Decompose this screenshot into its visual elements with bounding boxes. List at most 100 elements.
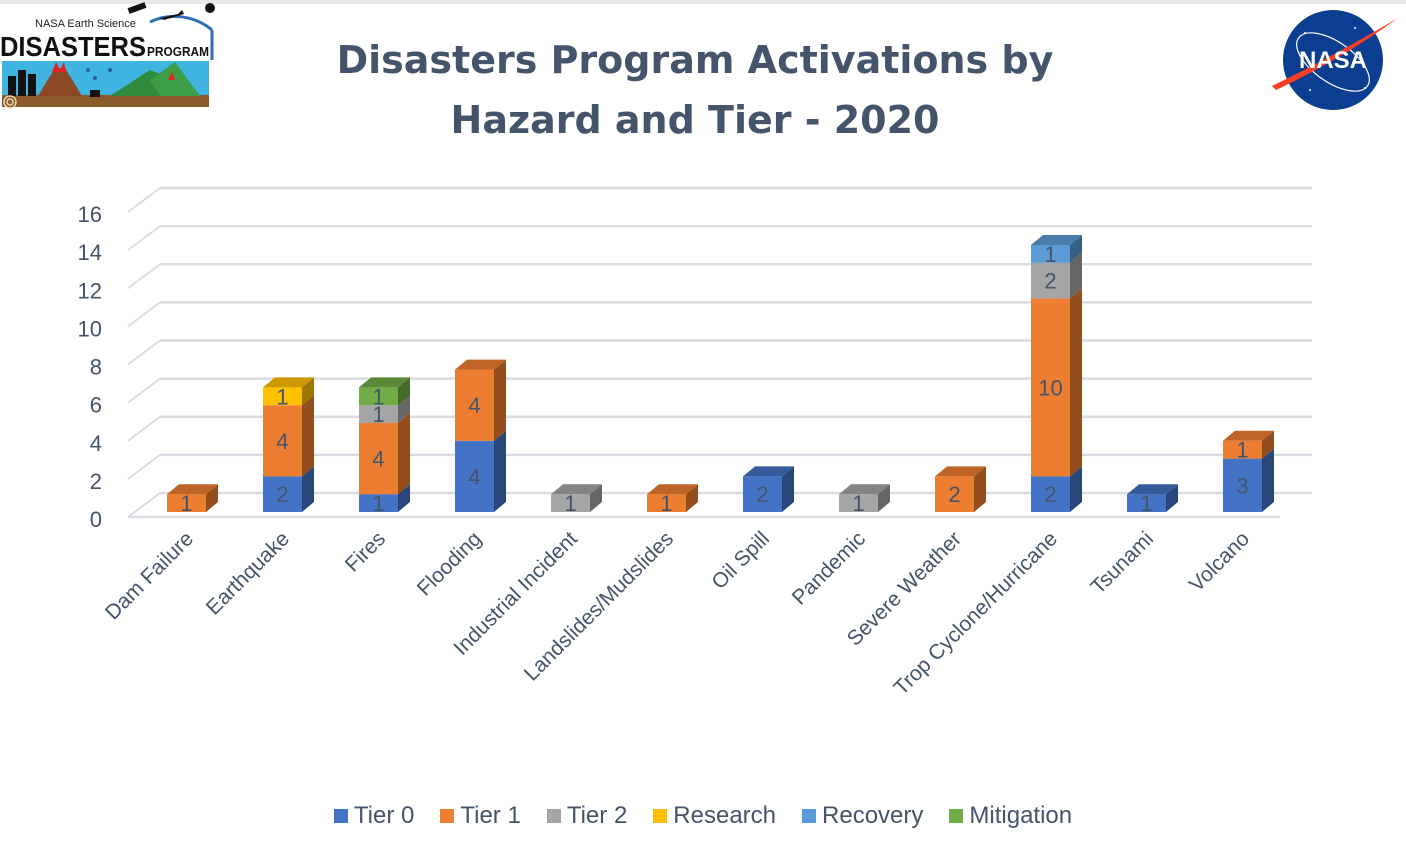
bar-segment-side: [878, 484, 890, 512]
bar-top-face: [263, 377, 314, 388]
x-category-label: Pandemic: [788, 527, 870, 609]
bar-top-face: [167, 484, 218, 495]
y-tick-label: 12: [78, 278, 102, 303]
bar-segment-tier-1: [935, 476, 974, 512]
bar-segment-side: [782, 466, 794, 512]
y-tick-label: 2: [90, 469, 102, 494]
bar-stack: 1: [839, 484, 890, 516]
chart-title-line-1: Disasters Program Activations by: [336, 38, 1054, 82]
bar-segment-side: [398, 413, 410, 495]
data-label: 1: [660, 491, 672, 516]
bar-segment-tier-1: [1223, 440, 1262, 459]
gridline-depth: [127, 301, 161, 328]
data-label: 1: [1236, 438, 1248, 463]
bar-top-face: [455, 359, 506, 370]
legend-label: Tier 2: [566, 802, 628, 829]
bar-segment-recovery: [1031, 245, 1070, 263]
data-label: 1: [276, 384, 288, 409]
bar-top-face: [935, 466, 986, 477]
bar-stack: 2: [935, 466, 986, 512]
data-label: 4: [372, 447, 384, 472]
bar-segment-tier-0: [263, 476, 302, 512]
data-label: 1: [180, 491, 192, 516]
data-label: 1: [372, 491, 384, 516]
logo-main-text: DISASTERS: [0, 31, 146, 62]
bar-stack: 44: [455, 359, 506, 512]
bar-segment-side: [494, 430, 506, 512]
logo-sub-text: PROGRAM: [147, 44, 209, 59]
gridline-depth: [127, 454, 161, 480]
bar-segment-tier-0: [359, 494, 398, 512]
bar-stack: 1: [551, 484, 602, 516]
bar-segment-tier-1: [359, 423, 398, 495]
bar-top-face: [647, 484, 698, 495]
bar-segment-side: [1262, 448, 1274, 512]
gridline-depth: [127, 225, 161, 251]
x-category-label: Tsunami: [1086, 527, 1158, 599]
bar-segment-side: [206, 484, 218, 512]
legend-item: Tier 0: [333, 802, 414, 830]
bar-segment-side: [1070, 235, 1082, 263]
y-axis-ticks: 0 2 4 6 8 10 12 14 16: [78, 202, 102, 532]
data-label: 2: [276, 482, 288, 507]
bar-stack: 1: [1127, 484, 1178, 516]
y-tick-label: 4: [90, 431, 102, 456]
bar-top-face: [359, 377, 410, 388]
legend-swatch: [653, 809, 668, 823]
x-category-label: Volcano: [1185, 527, 1254, 596]
data-label: 10: [1038, 375, 1062, 400]
bar-segment-tier-0: [1223, 458, 1262, 512]
bar-stack: 2 4 1: [263, 377, 314, 512]
bar-segment-research: [263, 387, 302, 406]
bar-segment-tier-1: [263, 405, 302, 477]
data-label: 1: [372, 402, 384, 427]
gridline-depth: [127, 187, 161, 213]
x-category-label: Trop Cyclone/Hurricane: [890, 527, 1063, 700]
gridline-depth: [127, 377, 161, 404]
bar-segment-tier-0: [1127, 494, 1166, 512]
gridlines: [127, 186, 1312, 519]
bar-segment-side: [1166, 484, 1178, 512]
bar-segment-side: [302, 466, 314, 512]
data-label: 1: [852, 491, 864, 516]
logo-top-text: NASA Earth Science: [35, 18, 136, 30]
bar-segment-side: [590, 484, 602, 512]
x-category-label: Flooding: [413, 527, 486, 600]
bar-top-face: [839, 484, 890, 495]
bar-segment-side: [302, 377, 314, 406]
bar-stack: 31: [1223, 430, 1274, 512]
bar-segment-side: [398, 484, 410, 512]
bar-segment-tier-2: [839, 494, 878, 512]
chart-title: Disasters Program Activations by Hazard …: [300, 30, 1090, 150]
legend-label: Recovery: [822, 802, 924, 829]
chart-title-line-2: Hazard and Tier - 2020: [450, 98, 940, 142]
bar-segment-side: [1070, 252, 1082, 299]
x-category-label: Earthquake: [202, 527, 294, 619]
bar-segment-side: [974, 466, 986, 512]
data-label: 4: [276, 429, 288, 454]
y-tick-label: 10: [78, 316, 102, 341]
legend-item: Mitigation: [949, 802, 1072, 830]
bar-segment-side: [1262, 430, 1274, 459]
bar-top-face: [1127, 484, 1178, 495]
legend-swatch: [440, 809, 455, 823]
legend-swatch: [949, 809, 964, 823]
bar-segment-tier-2: [359, 405, 398, 423]
bar-segment-side: [1070, 466, 1082, 512]
bar-segment-side: [1070, 288, 1082, 477]
data-label: 4: [468, 464, 480, 489]
data-label: 3: [1236, 473, 1248, 498]
bar-segment-side: [494, 359, 506, 441]
gridline-depth: [127, 415, 161, 442]
top-band: [0, 0, 1406, 4]
bar-segment-tier-1: [455, 369, 494, 441]
gridline-depth: [127, 263, 161, 290]
legend-item: Research: [653, 802, 776, 830]
legend-label: Tier 1: [460, 802, 521, 829]
bar-segment-side: [686, 484, 698, 512]
disasters-program-logo: NASA Earth Science DISASTERS PROGRAM: [0, 2, 215, 109]
legend-swatch: [333, 809, 348, 823]
